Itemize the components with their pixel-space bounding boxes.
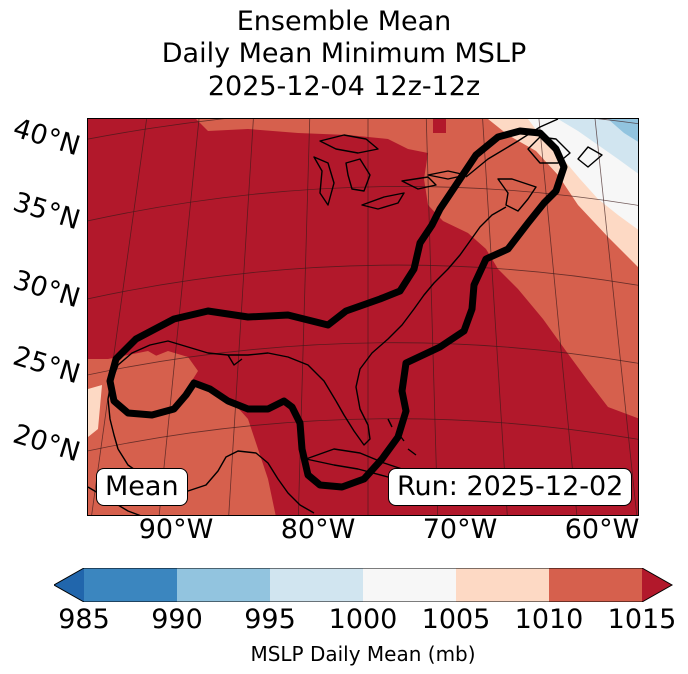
colorbar-segment (270, 568, 364, 602)
colorbar-tick-label: 1010 (514, 604, 584, 635)
map-panel (87, 118, 639, 516)
title-line-1: Ensemble Mean (236, 6, 452, 37)
title-line-3: 2025-12-04 12z-12z (207, 71, 481, 102)
colorbar-tick-label: 985 (58, 604, 110, 635)
map-svg (88, 119, 638, 515)
colorbar-label: MSLP Daily Mean (mb) (250, 642, 476, 666)
colorbar-tick-label: 990 (151, 604, 203, 635)
mslp-fill-985-990 (608, 119, 638, 142)
colorbar-tick-label: 1005 (421, 604, 491, 635)
colorbar-under-arrow (54, 568, 84, 602)
colorbar-segment (549, 568, 643, 602)
lat-label-30: 30°N (9, 264, 84, 315)
mslp-fill-1005-1010-northeast (196, 119, 638, 419)
colorbar (54, 568, 674, 602)
lat-label-35: 35°N (9, 186, 84, 237)
lat-label-25: 25°N (9, 340, 84, 391)
mslp-fill-1000-1005-coast (88, 385, 102, 437)
run-box: Run: 2025-12-02 (388, 468, 633, 506)
lon-label-60: 60°W (564, 514, 640, 545)
region-outline (106, 127, 568, 491)
mslp-fill-1005-1010-gulf (148, 351, 198, 387)
colorbar-segment (84, 568, 178, 602)
graticule (88, 119, 638, 515)
colorbar-segment (363, 568, 457, 602)
colorbar-over-arrow (642, 568, 672, 602)
colorbar-tick-label: 1015 (607, 604, 677, 635)
colorbar-tick-label: 995 (244, 604, 296, 635)
lat-label-40: 40°N (9, 112, 84, 163)
lon-label-70: 70°W (422, 514, 498, 545)
title-line-2: Daily Mean Minimum MSLP (161, 38, 527, 69)
lat-label-20: 20°N (9, 418, 84, 469)
colorbar-segment (456, 568, 550, 602)
mean-box: Mean (96, 468, 188, 506)
colorbar-tick-label: 1000 (328, 604, 398, 635)
mslp-fill-990-995 (558, 119, 638, 174)
colorbar-segment (177, 568, 271, 602)
lon-label-90: 90°W (138, 514, 214, 545)
lon-label-80: 80°W (280, 514, 356, 545)
